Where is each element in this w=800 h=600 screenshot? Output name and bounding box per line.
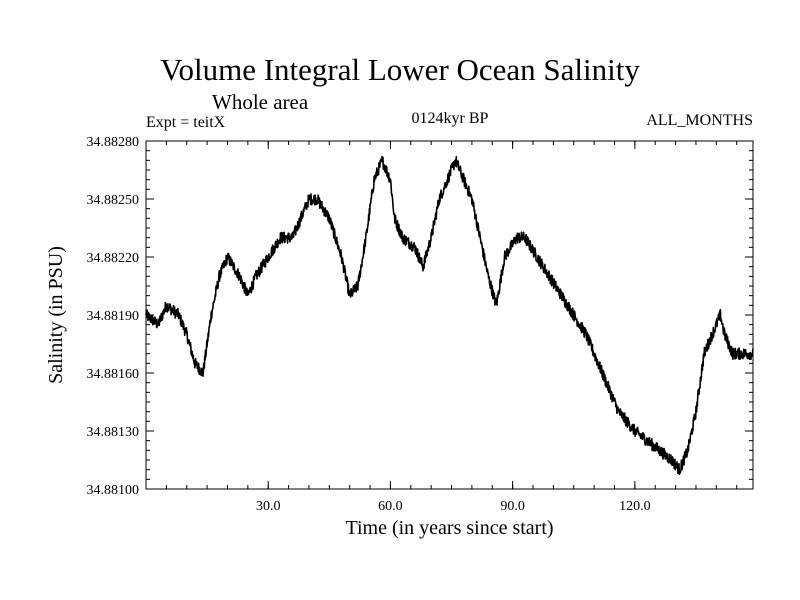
x-tick-label: 60.0 [378, 499, 403, 514]
months-label: ALL_MONTHS [646, 112, 753, 129]
chart-title: Volume Integral Lower Ocean Salinity [160, 52, 640, 87]
y-tick-label: 34.88130 [87, 425, 140, 440]
x-tick-label: 120.0 [619, 499, 651, 514]
x-axis-label: Time (in years since start) [345, 517, 553, 539]
experiment-label: Expt = teitX [146, 114, 226, 131]
salinity-series-line [145, 155, 754, 475]
y-tick-label: 34.88250 [87, 193, 140, 208]
plot-frame [145, 140, 754, 490]
y-tick-label: 34.88160 [87, 367, 140, 382]
y-tick-label: 34.88100 [87, 483, 140, 498]
y-axis-label: Salinity (in PSU) [45, 246, 67, 384]
chart-subtitle: Whole area [212, 90, 309, 114]
y-tick-label: 34.88190 [87, 309, 140, 324]
x-tick-label: 30.0 [256, 499, 281, 514]
y-tick-label: 34.88280 [87, 135, 140, 150]
y-tick-label: 34.88220 [87, 251, 140, 266]
period-label: 0124kyr BP [411, 110, 489, 127]
x-tick-label: 90.0 [500, 499, 525, 514]
x-axis: 30.0 60.0 90.0 120.0 [165, 141, 738, 514]
